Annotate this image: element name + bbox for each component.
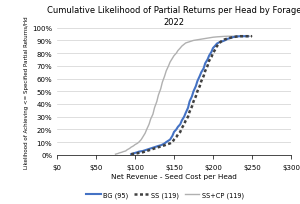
Title: Cumulative Likelihood of Partial Returns per Head by Forage
2022: Cumulative Likelihood of Partial Returns… <box>47 6 300 26</box>
BG (95) <box>238 36 242 38</box>
X-axis label: Net Revenue - Seed Cost per Head: Net Revenue - Seed Cost per Head <box>111 173 237 179</box>
Y-axis label: Likelihood of Achieving <= Specified Partial Returns/Hd: Likelihood of Achieving <= Specified Par… <box>24 16 29 168</box>
BG (95) <box>235 36 238 39</box>
SS (119) <box>136 152 139 155</box>
BG (95) <box>244 36 247 38</box>
SS (119) <box>250 36 254 38</box>
BG (95) <box>129 153 133 156</box>
SS+CP (119) <box>184 42 188 45</box>
SS (119) <box>188 111 191 113</box>
SS (119) <box>238 36 242 38</box>
Line: BG (95): BG (95) <box>131 37 248 154</box>
BG (95) <box>159 144 163 147</box>
BG (95) <box>246 36 250 38</box>
SS+CP (119) <box>153 107 156 110</box>
Line: SS (119): SS (119) <box>131 37 252 154</box>
SS (119) <box>133 153 137 155</box>
Line: SS+CP (119): SS+CP (119) <box>116 37 252 154</box>
SS+CP (119) <box>114 153 117 156</box>
SS (119) <box>218 43 221 46</box>
BG (95) <box>180 120 184 122</box>
SS+CP (119) <box>250 36 254 38</box>
Legend: BG (95), SS (119), SS+CP (119): BG (95), SS (119), SS+CP (119) <box>83 189 247 201</box>
SS+CP (119) <box>171 58 174 60</box>
BG (95) <box>145 149 148 151</box>
SS (119) <box>129 153 133 156</box>
SS+CP (119) <box>227 36 230 38</box>
SS+CP (119) <box>132 145 135 147</box>
SS (119) <box>171 141 174 144</box>
SS (119) <box>215 46 219 48</box>
SS+CP (119) <box>176 50 180 53</box>
BG (95) <box>164 141 168 144</box>
SS+CP (119) <box>175 53 178 55</box>
